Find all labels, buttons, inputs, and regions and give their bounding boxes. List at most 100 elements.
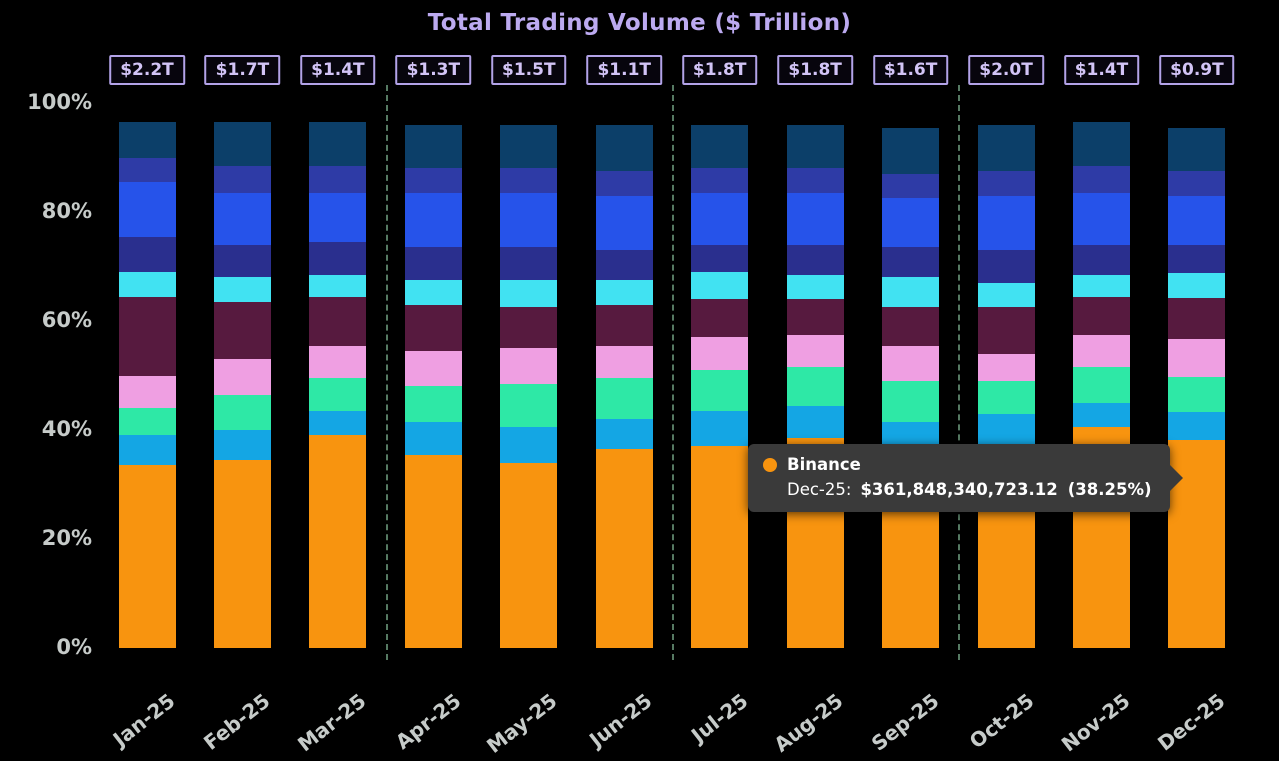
- segment-pink[interactable]: [691, 337, 749, 371]
- segment-mint-green[interactable]: [691, 370, 749, 411]
- segment-medium-blue[interactable]: [500, 168, 558, 193]
- bar-sep-25[interactable]: [882, 103, 940, 648]
- segment-dark-plum[interactable]: [1168, 297, 1226, 339]
- segment-dark-plum[interactable]: [882, 307, 940, 346]
- segment-indigo[interactable]: [500, 247, 558, 281]
- segment-binance[interactable]: [118, 465, 176, 648]
- segment-dark-navy[interactable]: [500, 124, 558, 169]
- segment-indigo[interactable]: [118, 236, 176, 272]
- segment-dark-navy[interactable]: [786, 124, 844, 169]
- bar-nov-25[interactable]: [1073, 103, 1130, 648]
- segment-pink[interactable]: [404, 351, 462, 387]
- segment-dark-plum[interactable]: [404, 304, 462, 351]
- segment-indigo[interactable]: [1168, 244, 1226, 274]
- segment-medium-blue[interactable]: [1073, 165, 1130, 193]
- segment-dark-plum[interactable]: [213, 301, 271, 360]
- segment-indigo[interactable]: [882, 247, 940, 278]
- segment-medium-blue[interactable]: [977, 171, 1035, 196]
- segment-medium-blue[interactable]: [786, 168, 844, 193]
- segment-pink[interactable]: [213, 359, 271, 395]
- segment-pink[interactable]: [309, 345, 367, 379]
- segment-mint-green[interactable]: [786, 367, 844, 406]
- segment-indigo[interactable]: [786, 244, 844, 275]
- segment-dark-navy[interactable]: [1168, 127, 1226, 172]
- bar-apr-25[interactable]: [404, 103, 462, 648]
- segment-medium-blue[interactable]: [1168, 171, 1226, 196]
- segment-mint-green[interactable]: [977, 380, 1035, 414]
- segment-medium-blue[interactable]: [404, 168, 462, 193]
- bar-may-25[interactable]: [500, 103, 558, 648]
- segment-royal-blue[interactable]: [691, 192, 749, 245]
- segment-sky-blue[interactable]: [691, 410, 749, 447]
- segment-pink[interactable]: [977, 353, 1035, 381]
- segment-indigo[interactable]: [977, 250, 1035, 283]
- bar-jul-25[interactable]: [691, 103, 749, 648]
- segment-cyan[interactable]: [1073, 274, 1130, 297]
- segment-cyan[interactable]: [786, 274, 844, 300]
- segment-sky-blue[interactable]: [500, 427, 558, 463]
- segment-mint-green[interactable]: [1168, 376, 1226, 413]
- segment-dark-navy[interactable]: [1073, 122, 1130, 166]
- segment-medium-blue[interactable]: [595, 171, 653, 196]
- segment-dark-navy[interactable]: [213, 122, 271, 166]
- bar-dec-25[interactable]: [1168, 103, 1226, 648]
- segment-dark-navy[interactable]: [977, 124, 1035, 172]
- segment-royal-blue[interactable]: [786, 193, 844, 245]
- segment-indigo[interactable]: [213, 244, 271, 278]
- segment-dark-plum[interactable]: [309, 296, 367, 346]
- segment-binance[interactable]: [500, 462, 558, 648]
- segment-royal-blue[interactable]: [213, 192, 271, 245]
- segment-mint-green[interactable]: [309, 378, 367, 411]
- segment-pink[interactable]: [1168, 338, 1226, 377]
- segment-cyan[interactable]: [977, 282, 1035, 308]
- segment-dark-plum[interactable]: [977, 307, 1035, 354]
- bar-mar-25[interactable]: [309, 103, 367, 648]
- segment-royal-blue[interactable]: [1073, 192, 1130, 245]
- segment-sky-blue[interactable]: [1073, 402, 1130, 428]
- segment-medium-blue[interactable]: [118, 157, 176, 183]
- segment-medium-blue[interactable]: [309, 165, 367, 193]
- segment-mint-green[interactable]: [213, 394, 271, 431]
- segment-indigo[interactable]: [1073, 244, 1130, 275]
- segment-medium-blue[interactable]: [691, 168, 749, 193]
- segment-cyan[interactable]: [213, 277, 271, 302]
- segment-sky-blue[interactable]: [309, 410, 367, 436]
- segment-cyan[interactable]: [882, 277, 940, 308]
- segment-mint-green[interactable]: [882, 380, 940, 422]
- segment-binance[interactable]: [404, 454, 462, 648]
- segment-royal-blue[interactable]: [595, 195, 653, 251]
- segment-pink[interactable]: [786, 334, 844, 368]
- segment-pink[interactable]: [500, 348, 558, 384]
- segment-sky-blue[interactable]: [404, 421, 462, 455]
- bar-jun-25[interactable]: [595, 103, 653, 648]
- segment-dark-navy[interactable]: [118, 122, 176, 158]
- segment-royal-blue[interactable]: [500, 192, 558, 248]
- segment-pink[interactable]: [882, 345, 940, 381]
- segment-cyan[interactable]: [118, 272, 176, 297]
- segment-cyan[interactable]: [309, 274, 367, 297]
- segment-medium-blue[interactable]: [882, 173, 940, 199]
- segment-dark-navy[interactable]: [882, 127, 940, 174]
- bar-feb-25[interactable]: [213, 103, 271, 648]
- segment-binance[interactable]: [595, 449, 653, 648]
- segment-cyan[interactable]: [691, 271, 749, 300]
- segment-cyan[interactable]: [1168, 273, 1226, 298]
- segment-pink[interactable]: [118, 375, 176, 409]
- segment-cyan[interactable]: [500, 280, 558, 308]
- segment-dark-plum[interactable]: [500, 307, 558, 349]
- segment-sky-blue[interactable]: [1168, 412, 1226, 440]
- segment-royal-blue[interactable]: [404, 192, 462, 248]
- segment-binance[interactable]: [691, 446, 749, 648]
- bar-oct-25[interactable]: [977, 103, 1035, 648]
- segment-mint-green[interactable]: [1073, 367, 1130, 403]
- segment-indigo[interactable]: [691, 244, 749, 272]
- segment-mint-green[interactable]: [595, 378, 653, 420]
- segment-royal-blue[interactable]: [118, 182, 176, 237]
- segment-mint-green[interactable]: [404, 386, 462, 422]
- segment-royal-blue[interactable]: [1168, 195, 1226, 245]
- segment-sky-blue[interactable]: [595, 419, 653, 450]
- bar-jan-25[interactable]: [118, 103, 176, 648]
- segment-binance[interactable]: [213, 459, 271, 648]
- segment-medium-blue[interactable]: [213, 165, 271, 193]
- segment-cyan[interactable]: [595, 280, 653, 305]
